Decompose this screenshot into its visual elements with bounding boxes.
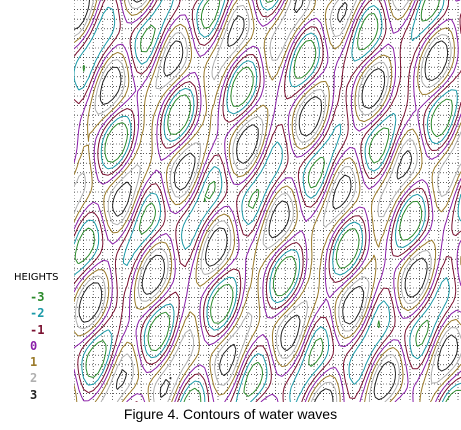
heights-legend: HEIGHTS -3 -2 -1 0 1 2 3 (14, 272, 74, 403)
legend-entry-4: 1 (30, 355, 38, 370)
legend-entry-3: 0 (30, 338, 38, 353)
contour-level-0 (74, 0, 461, 402)
legend-entry-2: -1 (30, 322, 45, 337)
contour-level-3 (74, 0, 458, 402)
contour-level--3 (74, 0, 461, 402)
figure-caption: Figure 4. Contours of water waves (123, 406, 338, 422)
legend-entry-6: 3 (30, 387, 38, 402)
contour-level--1 (74, 0, 461, 402)
legend-entry-1: -2 (30, 306, 45, 321)
contour-level-2 (74, 0, 461, 402)
contour-plot-area (74, 0, 461, 402)
legend-title: HEIGHTS (14, 272, 59, 283)
contour-level--2 (74, 0, 461, 402)
legend-entries: -3 -2 -1 0 1 2 3 (14, 289, 74, 403)
contour-plot (74, 0, 461, 402)
contour-lines (74, 0, 461, 402)
legend-entry-5: 2 (30, 371, 38, 386)
contour-level-1 (74, 0, 461, 402)
legend-entry-0: -3 (30, 290, 45, 304)
